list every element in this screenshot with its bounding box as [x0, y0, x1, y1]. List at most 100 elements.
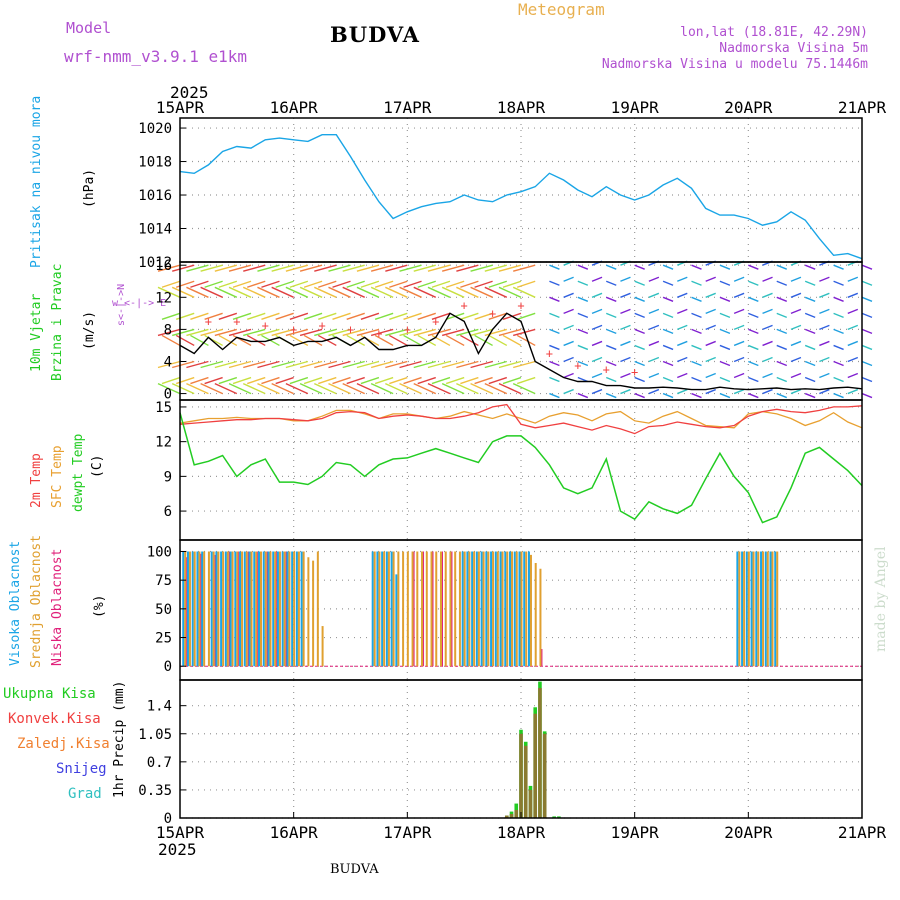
wind-vector	[470, 286, 493, 298]
wind-vector	[833, 344, 844, 351]
wind-vector	[318, 280, 337, 288]
wind-vector	[790, 372, 802, 379]
wind-vector	[303, 280, 323, 288]
wind-gust-marker: +	[318, 318, 325, 332]
wind-vector	[328, 328, 351, 337]
wind-vector	[484, 328, 507, 337]
wind-vector	[804, 296, 816, 302]
wind-vector	[847, 388, 859, 395]
wind-vector	[370, 360, 394, 369]
wind-vector	[228, 264, 252, 272]
wind-vector	[577, 392, 589, 399]
wind-vector	[200, 360, 223, 369]
wind-vector	[413, 360, 436, 369]
wind-vector	[819, 356, 830, 363]
wind-vector	[388, 334, 408, 347]
wind-gust-marker: +	[574, 359, 581, 373]
wind-vector	[677, 356, 688, 363]
wind-vector	[804, 328, 816, 335]
lonlat-label: lon,lat (18.81E, 42.29N)	[680, 25, 868, 40]
wind-vector	[591, 292, 603, 298]
wind-gust-marker: +	[205, 314, 212, 328]
wind-vector	[232, 280, 252, 288]
wind-vector	[605, 376, 617, 383]
wind-vector	[634, 344, 645, 351]
wind-vector	[549, 360, 560, 367]
wind-vector	[441, 360, 465, 369]
wind-vector	[591, 324, 603, 331]
wind-vector	[257, 382, 280, 395]
wind-vector	[342, 382, 365, 395]
wind-vector	[804, 280, 816, 286]
year-top: 2025	[170, 83, 209, 102]
wind-vector	[214, 328, 238, 337]
wind-vector	[549, 296, 560, 302]
wind-vector	[577, 328, 589, 335]
precip-total-bar	[552, 816, 556, 818]
year-bottom: 2025	[158, 840, 197, 859]
wind-vector	[257, 286, 280, 298]
wind-vector	[328, 264, 351, 272]
x-date-label-bottom: 17APR	[383, 823, 432, 842]
wind-vector	[314, 382, 337, 395]
wind-vector	[204, 280, 223, 288]
wind-vector	[605, 312, 617, 318]
precip-legend-hail: Grad	[68, 786, 102, 802]
wind-vector	[271, 382, 294, 395]
wind-vector	[705, 324, 716, 331]
sfc-temp-line	[179, 409, 863, 429]
wind-vector	[232, 312, 252, 321]
wind-vector	[200, 382, 223, 395]
wind-vector	[790, 340, 802, 347]
wind-vector	[620, 276, 631, 282]
wind-vector	[634, 296, 645, 302]
wind-gust-marker: +	[375, 326, 382, 340]
x-date-label-top: 20APR	[724, 98, 773, 117]
wind-vector	[342, 360, 365, 369]
wind-vector	[677, 292, 688, 298]
wind-vector	[748, 296, 759, 302]
wind-vector	[157, 286, 181, 298]
wind-vector	[417, 376, 436, 385]
wind-vector	[819, 308, 830, 314]
x-date-label-top: 17APR	[383, 98, 432, 117]
wind-vector	[776, 312, 788, 318]
wind-gust-marker: +	[546, 346, 553, 360]
wind-vector	[861, 392, 873, 399]
wind-vector	[748, 344, 759, 351]
y-tick-label: 16	[155, 258, 172, 274]
wind-vector	[360, 312, 380, 321]
wind-vector	[677, 324, 688, 331]
wind-vector	[271, 328, 294, 337]
wind-vector	[275, 312, 294, 321]
wind-vector	[516, 376, 536, 385]
wind-vector	[157, 360, 181, 369]
wind-vector	[648, 340, 660, 347]
wind-vector	[691, 280, 702, 286]
wind-vector	[275, 280, 294, 288]
wind-vector	[161, 312, 181, 321]
precip-conv-bar	[523, 745, 528, 818]
wind-vector	[186, 286, 209, 298]
wind-gust-marker: +	[603, 363, 610, 377]
y-tick-label: 1012	[138, 255, 172, 271]
wind-vector	[790, 308, 802, 314]
wind-vector	[591, 356, 603, 363]
wind-vector	[563, 340, 574, 347]
wind-gust-marker: +	[631, 365, 638, 379]
wind-vector	[346, 376, 365, 385]
wind-vector	[719, 296, 731, 302]
wind-vector	[271, 360, 294, 369]
wind-vector	[342, 286, 365, 298]
wind-vector	[762, 324, 773, 331]
wind-vector	[776, 344, 788, 351]
wind-vector	[456, 382, 479, 395]
wind-vector	[247, 280, 266, 288]
wind-vector	[474, 312, 493, 321]
x-date-label-top: 18APR	[497, 98, 546, 117]
y-tick-label: 1.4	[147, 699, 172, 715]
y-tick-label: 1016	[138, 188, 172, 204]
wind-vector	[385, 382, 408, 395]
wind-vector	[186, 360, 209, 369]
